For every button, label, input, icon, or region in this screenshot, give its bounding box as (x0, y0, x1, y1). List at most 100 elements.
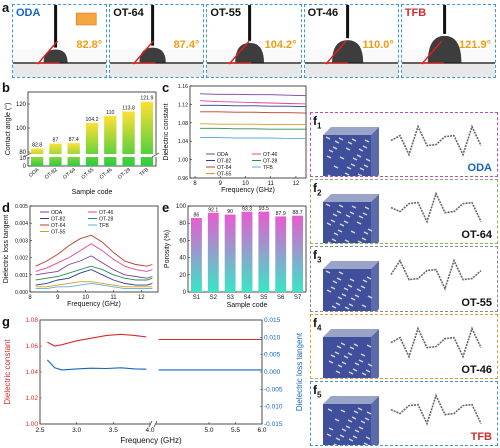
polymer-chain-fragment (363, 442, 369, 445)
legend-label: TFB (99, 223, 109, 229)
polymer-chain-fragment (352, 435, 358, 439)
legend-label: OT-28 (99, 217, 114, 223)
category-label: S3 (226, 295, 234, 301)
syringe-needle (151, 5, 155, 46)
syringe-needle (248, 5, 252, 41)
model-label: TFB (470, 430, 492, 443)
legend-label: OT-82 (51, 217, 66, 223)
polymer-chain-fragment (347, 141, 353, 145)
substrate (13, 63, 107, 77)
polymer-chain-fragment (326, 433, 332, 437)
polymer-chain-fragment (361, 237, 367, 241)
x-axis-title: Sample code (227, 302, 268, 309)
polymer-chain-fragment (349, 346, 355, 350)
panel-label-subscript: 3 (317, 255, 322, 265)
y-tick-label-left: 1.08 (25, 317, 38, 324)
contact-angle-drop-image (401, 5, 495, 77)
bar-value-label: 93.5 (259, 206, 269, 212)
polymer-chain-fragment (358, 215, 364, 219)
category-label: OT-28 (117, 167, 132, 181)
molecular-model-frame: f3 OT-55 (310, 246, 498, 312)
cube-top (323, 194, 379, 203)
low-frequency-dielectric-chart: 2.5 3.0 3.5 4.0 5.0 5.5 6.0 1.00 1.02 1.04 1.06 1.0… (3, 317, 304, 445)
x-axis-title: Frequency (GHz) (221, 187, 275, 194)
legend-label: OT-46 (263, 152, 278, 158)
polymer-chain-fragment (337, 296, 343, 300)
series-line-oda (200, 93, 307, 97)
polymer-chain-fragment (325, 270, 331, 274)
polymer-chain-fragment (328, 149, 334, 153)
x-tick-label: 8 (28, 295, 32, 301)
x-tick-label: 9 (56, 295, 60, 301)
bar (224, 214, 236, 292)
bar-value-label: 104.2 (86, 117, 99, 123)
contact-angle-value: 110.0° (362, 39, 394, 51)
substrate (401, 63, 495, 77)
contact-angle-images: ODA 82.8° OT-64 87.4° OT-55 104.2° OT-46 110.0°… (12, 4, 498, 78)
y-tick-label: 10 (19, 156, 26, 162)
polymer-chain-fragment (327, 174, 332, 177)
bar (140, 101, 153, 166)
polymer-chain-fragment (347, 284, 353, 288)
polymer-chain-fragment (328, 360, 334, 364)
panel-label-f-sub: f1 (313, 114, 322, 131)
y-tick-label-left: 1.02 (25, 395, 38, 402)
legend-label: OT-64 (51, 223, 66, 229)
polymer-chain-fragment (341, 428, 347, 432)
polymer-chain-fragment (325, 203, 331, 207)
polymer-chain-fragment (334, 418, 340, 422)
dielectric-constant-line (47, 333, 147, 347)
panel-label-d: d (2, 200, 10, 215)
polymer-chain-fragment (363, 231, 369, 235)
series-line-ot-55 (200, 123, 306, 126)
polymer-chain-fragment (333, 165, 339, 169)
contact-angle-bar-chart: 82.8 ODA 87 OT-82 87.4 OT-64 104.2 OT-55 110 OT-4… (4, 91, 160, 196)
bar-value-label: 92.1 (208, 207, 218, 213)
y-axis-title: Contact angle (°) (4, 103, 12, 156)
panel-label-subscript: 2 (317, 188, 322, 198)
y-tick-label: 80 (19, 150, 26, 156)
y-tick-label: 20 (179, 273, 186, 279)
polymer-chain-fragment (366, 411, 372, 415)
syringe-needle (442, 5, 446, 34)
y-tick-label: 0 (23, 164, 27, 170)
series-line-ot-64 (35, 234, 153, 267)
polymer-chain-fragment (361, 372, 367, 376)
polymer-chain-fragment (337, 364, 343, 368)
polymer-chain-fragment (367, 228, 373, 232)
category-label: OT-64 (62, 167, 77, 181)
polymer-chain-fragment (345, 147, 351, 151)
polymer-chain-fragment (334, 140, 340, 144)
bar (258, 211, 270, 292)
polymer-chain-fragment (351, 416, 357, 420)
panel-label-subscript: 1 (317, 121, 322, 131)
polymer-chain-fragment (327, 241, 332, 244)
bar-value-label: 82.8 (32, 143, 42, 149)
polymer-chain-fragment (333, 232, 339, 236)
polymer-chain-fragment (362, 212, 368, 216)
y-tick-label-right: -0.010 (264, 404, 283, 411)
x-tick-label: 3.0 (72, 427, 81, 434)
y-tick-label-right: 0.000 (264, 369, 281, 376)
series-line-ot-28 (35, 265, 153, 281)
polymer-chain-fragment (331, 305, 337, 309)
sample-name: TFB (404, 7, 427, 19)
x-tick-label: 6.0 (257, 427, 266, 434)
polymer-chain-fragment (332, 213, 338, 217)
contact-angle-frame: ODA 82.8° (12, 4, 108, 78)
contact-angle-frame: TFB 121.9° (400, 4, 496, 78)
x-axis-title: Sample code (72, 189, 113, 196)
polymer-chain-fragment (339, 434, 345, 438)
syringe-needle (54, 5, 58, 48)
y-tick-label: 0.001 (15, 273, 28, 279)
sample-name: ODA (16, 7, 41, 19)
polymer-chain-fragment (364, 206, 370, 210)
category-label: S2 (210, 295, 218, 301)
x-tick-label: 9 (219, 181, 223, 187)
panel-label-b: b (2, 80, 10, 95)
polymer-chain-fragment (346, 166, 352, 170)
polymer-chain-fragment (352, 368, 358, 372)
y-tick-label: 100 (16, 126, 27, 132)
contact-angle-frame: OT-55 104.2° (206, 4, 302, 78)
contact-angle-frame: OT-64 87.4° (109, 4, 205, 78)
